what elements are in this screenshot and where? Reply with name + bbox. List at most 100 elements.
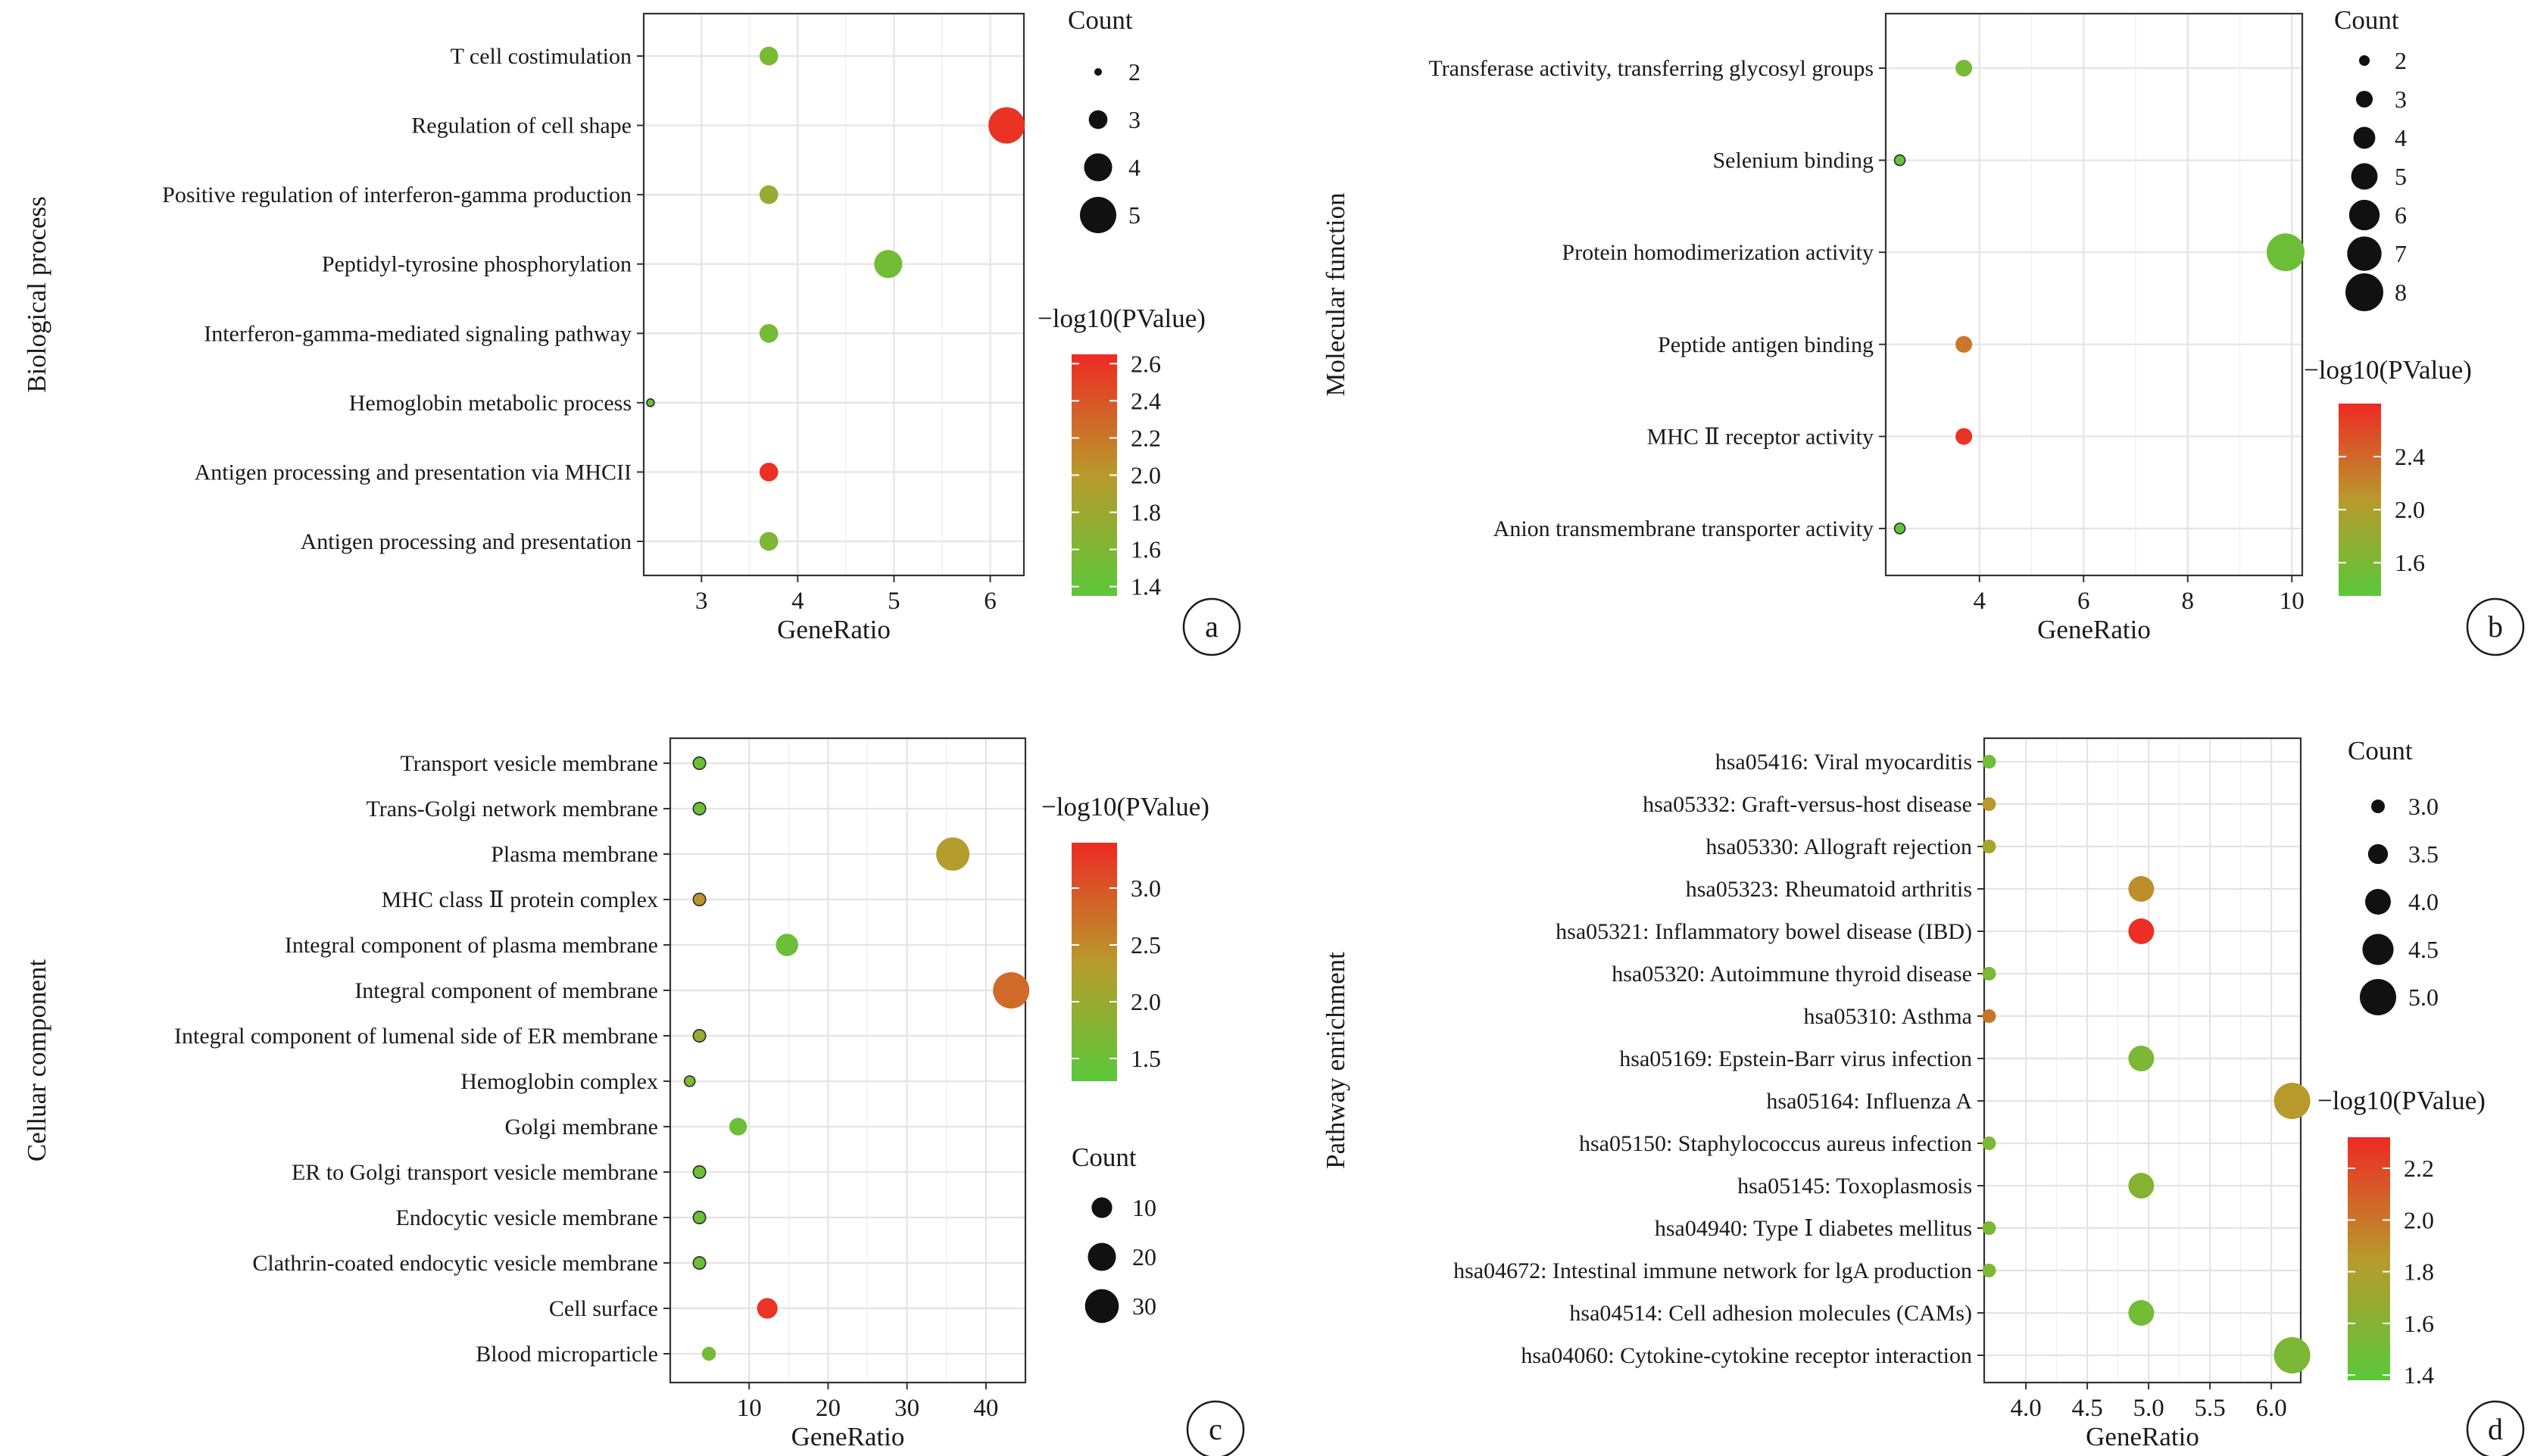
data-point[interactable] [1955, 335, 1973, 353]
x-tick-label: 5.0 [2133, 1395, 2164, 1422]
data-point[interactable] [2128, 876, 2155, 902]
data-point[interactable] [1893, 154, 1906, 167]
y-tick-label: Transport vesicle membrane [401, 751, 658, 776]
x-tick-label: 3 [695, 588, 708, 615]
color-bar-tick-label: 1.8 [2404, 1258, 2434, 1286]
x-tick-label: 6 [2077, 588, 2090, 615]
color-bar-tick-label: 2.4 [1131, 387, 1161, 414]
data-point[interactable] [701, 1346, 716, 1361]
size-legend-label: 3 [2395, 86, 2407, 113]
size-legend-title: Count [1068, 5, 1133, 35]
size-legend-key [1084, 153, 1113, 182]
color-bar-tick-label: 1.6 [1131, 536, 1161, 563]
size-legend-key [2345, 273, 2383, 311]
data-point[interactable] [759, 323, 779, 343]
y-axis-labels: hsa05416: Viral myocarditis hsa05332: Gra… [1453, 750, 1984, 1368]
plot-background [670, 738, 1025, 1383]
data-point[interactable] [759, 46, 779, 66]
y-tick-label: Regulation of cell shape [411, 114, 632, 139]
data-point[interactable] [1982, 1264, 1996, 1277]
size-legend-label: 30 [1132, 1292, 1156, 1320]
data-point[interactable] [1982, 797, 1996, 811]
size-legend-label: 3.0 [2408, 793, 2439, 820]
size-legend: Count 10 20 30 [1072, 1143, 1156, 1323]
y-tick-label: Transferase activity, transferring glyco… [1428, 56, 1874, 81]
data-point[interactable] [1955, 59, 1973, 77]
data-point[interactable] [759, 532, 779, 551]
size-legend-label: 4.0 [2408, 888, 2439, 915]
size-legend-label: 7 [2395, 240, 2407, 267]
data-point[interactable] [729, 1118, 747, 1136]
data-point[interactable] [1982, 755, 1996, 769]
size-legend-label: 4.5 [2408, 936, 2439, 963]
y-tick-label: Cell surface [549, 1296, 658, 1321]
data-point[interactable] [2128, 1173, 2155, 1199]
data-point[interactable] [874, 250, 903, 279]
y-tick-label: Integral component of plasma membrane [285, 933, 658, 958]
data-point[interactable] [1982, 1136, 1996, 1150]
data-point[interactable] [692, 1210, 707, 1225]
y-axis-labels: T cell costimulation Regulation of cell s… [162, 44, 644, 554]
y-tick-label: hsa05320: Autoimmune thyroid disease [1612, 962, 1972, 987]
data-point[interactable] [1982, 1009, 1996, 1023]
size-legend: Count 2 3 4 5 [1068, 5, 1141, 233]
x-tick-label: 8 [2182, 588, 2195, 615]
data-point[interactable] [759, 463, 779, 482]
data-point[interactable] [936, 837, 970, 871]
y-tick-label: Clathrin-coated endocytic vesicle membra… [252, 1251, 658, 1276]
data-point[interactable] [692, 801, 707, 816]
data-point[interactable] [1982, 967, 1996, 981]
data-point[interactable] [2273, 1337, 2311, 1373]
panel-label-badge [1186, 1400, 1245, 1456]
data-point[interactable] [646, 398, 655, 407]
data-point[interactable] [1982, 1221, 1996, 1235]
data-point[interactable] [988, 107, 1025, 144]
y-axis-title: Pathway enrichment [1321, 952, 1350, 1169]
color-bar-tick-label: 2.0 [1131, 462, 1161, 489]
data-point[interactable] [759, 185, 779, 204]
y-tick-label: hsa05321: Inflammatory bowel disease (IB… [1556, 919, 1972, 944]
y-tick-label: hsa04940: Type Ⅰ diabetes mellitus [1655, 1216, 1972, 1241]
color-legend: −log10(PValue) 2.6 2.4 2.2 2.0 1.8 1.6 1.4 [1038, 304, 1206, 600]
data-point[interactable] [2128, 1046, 2155, 1071]
color-legend-title: −log10(PValue) [1041, 792, 1209, 822]
x-tick-label: 10 [737, 1395, 762, 1422]
data-point[interactable] [2267, 233, 2305, 272]
size-legend-key [2367, 843, 2389, 865]
data-point[interactable] [692, 756, 707, 771]
color-bar-tick-label: 1.6 [2395, 549, 2425, 576]
data-point[interactable] [775, 934, 798, 956]
data-points [683, 756, 1030, 1361]
size-legend-title: Count [2348, 736, 2413, 765]
y-axis-title: Biological process [22, 196, 51, 393]
data-point[interactable] [2273, 1083, 2311, 1119]
data-point[interactable] [757, 1298, 778, 1319]
data-point[interactable] [1982, 840, 1996, 853]
color-bar-tick-label: 2.4 [2395, 443, 2425, 470]
data-point[interactable] [683, 1075, 696, 1087]
size-legend-label: 20 [1132, 1243, 1156, 1270]
plot-background [1886, 14, 2302, 575]
data-point[interactable] [2128, 1300, 2155, 1326]
x-tick-label: 5.5 [2194, 1395, 2225, 1422]
x-tick-label: 4.0 [2010, 1395, 2041, 1422]
data-point[interactable] [692, 1164, 707, 1180]
data-point[interactable] [1893, 522, 1906, 535]
size-legend-label: 2 [2395, 47, 2407, 74]
data-point[interactable] [2128, 918, 2155, 944]
x-tick-label: 6.0 [2255, 1395, 2286, 1422]
size-legend: Count 3.0 3.5 4.0 4.5 5.0 [2348, 736, 2439, 1015]
grid-lines [1886, 14, 2302, 575]
data-point[interactable] [1955, 428, 1973, 445]
y-tick-label: MHC class Ⅱ protein complex [382, 887, 658, 912]
panel-label: b [2488, 610, 2503, 644]
size-legend-label: 4 [2395, 124, 2407, 151]
data-point[interactable] [692, 892, 707, 907]
x-axis-title: GeneRatio [2086, 1422, 2199, 1451]
plot-border [1983, 737, 2302, 1384]
data-point[interactable] [692, 1255, 707, 1270]
panel-label: a [1205, 610, 1219, 644]
data-point[interactable] [692, 1028, 707, 1043]
x-tick-label: 5 [888, 588, 900, 615]
data-point[interactable] [993, 972, 1030, 1009]
